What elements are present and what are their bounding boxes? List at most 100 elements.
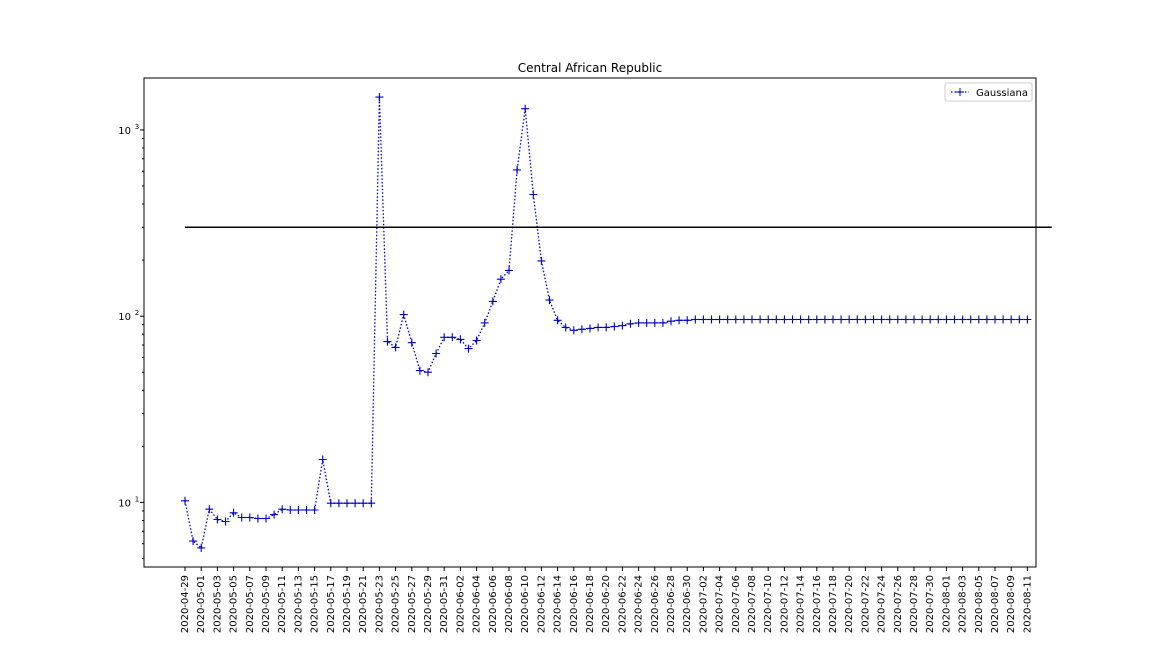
x-tick-label: 2020-06-02 xyxy=(455,575,466,633)
x-tick-label: 2020-05-15 xyxy=(310,575,321,633)
data-point xyxy=(197,543,206,552)
y-tick-exponent: 1 xyxy=(135,495,139,503)
data-point xyxy=(545,296,554,305)
data-point xyxy=(934,315,943,324)
data-point xyxy=(594,323,603,332)
data-point xyxy=(262,514,270,523)
x-tick-label: 2020-08-11 xyxy=(1022,575,1033,633)
y-axis: 10 1 10 2 10 3 xyxy=(118,123,144,559)
data-point xyxy=(577,325,586,334)
x-tick-label: 2020-07-22 xyxy=(860,575,871,633)
legend: Gaussiana xyxy=(944,82,1033,102)
x-tick-label: 2020-05-03 xyxy=(212,575,223,633)
data-point xyxy=(780,315,789,324)
data-point xyxy=(626,319,635,328)
x-tick-label: 2020-07-06 xyxy=(731,575,742,633)
x-tick-label: 2020-05-21 xyxy=(358,575,369,633)
data-point xyxy=(602,323,611,332)
data-point xyxy=(812,315,821,324)
data-point xyxy=(723,315,732,324)
data-point xyxy=(440,333,449,342)
legend-marker-icon xyxy=(956,88,964,96)
data-point xyxy=(561,323,570,332)
data-point xyxy=(772,315,781,324)
x-tick-label: 2020-05-17 xyxy=(326,575,337,633)
data-point xyxy=(966,315,975,324)
data-point xyxy=(1015,315,1024,324)
x-tick-label: 2020-06-28 xyxy=(666,575,677,633)
data-point xyxy=(181,496,189,505)
x-axis: 2020-04-29 2020-05-01 2020-05-03 2020-05-05… xyxy=(180,567,1033,633)
data-point xyxy=(221,517,230,526)
x-tick-label: 2020-08-05 xyxy=(974,575,985,633)
y-tick-label: 10 xyxy=(118,498,131,509)
x-tick-label: 2020-05-19 xyxy=(342,575,353,633)
x-tick-label: 2020-05-01 xyxy=(196,575,207,633)
data-point xyxy=(958,315,967,324)
data-point xyxy=(375,93,384,102)
y-tick-label: 10 xyxy=(118,126,131,137)
data-point xyxy=(367,499,376,508)
data-point xyxy=(707,315,716,324)
x-tick-label: 2020-08-03 xyxy=(958,575,969,633)
data-point xyxy=(974,315,983,324)
chart-title: Central African Republic xyxy=(518,61,662,75)
data-point xyxy=(294,506,303,514)
data-point xyxy=(270,510,279,519)
data-point xyxy=(991,315,999,324)
data-point xyxy=(715,315,724,324)
x-tick-label: 2020-05-27 xyxy=(407,575,418,633)
data-point xyxy=(829,315,837,324)
data-point xyxy=(586,324,594,333)
data-point xyxy=(464,344,473,353)
data-point xyxy=(869,315,878,324)
legend-label: Gaussiana xyxy=(976,88,1028,99)
data-point xyxy=(351,499,360,508)
y-tick-exponent: 2 xyxy=(135,309,139,317)
data-point xyxy=(213,515,222,524)
data-point xyxy=(788,315,797,324)
data-point xyxy=(691,315,700,324)
y-tick-exponent: 3 xyxy=(135,123,139,131)
x-tick-label: 2020-07-12 xyxy=(779,575,790,633)
data-point xyxy=(942,315,951,324)
data-point xyxy=(488,297,497,306)
x-tick-label: 2020-06-16 xyxy=(569,575,580,633)
data-point xyxy=(529,190,538,199)
data-point xyxy=(1007,315,1016,324)
x-tick-label: 2020-06-06 xyxy=(488,575,499,633)
x-tick-label: 2020-07-04 xyxy=(715,575,726,633)
data-point xyxy=(650,318,659,327)
x-tick-label: 2020-05-23 xyxy=(374,575,385,633)
x-tick-label: 2020-06-08 xyxy=(504,575,515,633)
data-point xyxy=(496,275,505,284)
data-point xyxy=(537,256,546,265)
data-point xyxy=(901,315,910,324)
x-tick-label: 2020-06-12 xyxy=(536,575,547,633)
x-tick-label: 2020-07-20 xyxy=(844,575,855,633)
x-tick-label: 2020-08-07 xyxy=(990,575,1001,633)
x-tick-label: 2020-07-14 xyxy=(796,575,807,633)
data-point xyxy=(513,165,522,174)
data-point xyxy=(432,349,441,358)
data-point xyxy=(286,506,295,514)
data-point xyxy=(448,333,457,342)
x-tick-label: 2020-07-16 xyxy=(812,575,823,633)
data-point xyxy=(796,315,805,324)
x-tick-label: 2020-05-05 xyxy=(229,575,240,633)
x-tick-label: 2020-06-10 xyxy=(520,575,531,633)
data-point xyxy=(748,315,756,324)
x-tick-label: 2020-08-01 xyxy=(941,575,952,633)
x-tick-label: 2020-06-18 xyxy=(585,575,596,633)
data-point xyxy=(278,505,287,514)
data-point xyxy=(739,315,748,324)
x-tick-label: 2020-07-02 xyxy=(698,575,709,633)
data-point xyxy=(326,499,335,508)
y-tick-label: 10 xyxy=(118,312,131,323)
data-point xyxy=(407,338,416,347)
data-point xyxy=(343,499,351,508)
data-point xyxy=(237,513,246,522)
data-point xyxy=(415,366,424,375)
data-point xyxy=(804,315,813,324)
